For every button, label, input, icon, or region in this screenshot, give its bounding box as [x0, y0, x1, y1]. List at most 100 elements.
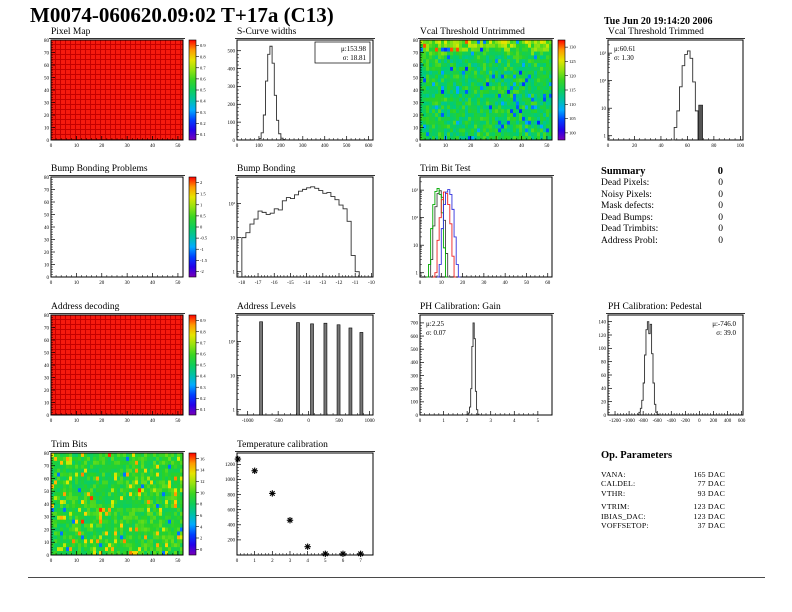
- svg-text:10: 10: [413, 244, 419, 249]
- svg-text:100: 100: [599, 347, 607, 352]
- svg-text:20: 20: [44, 528, 50, 533]
- svg-text:40: 40: [413, 89, 419, 94]
- svg-text:30: 30: [44, 376, 50, 381]
- ph-pedestal-stat-mean: μ:-746.0: [712, 320, 736, 328]
- trim-bits-plot: 0 10 20 30 40 5001020304050607080161412108642…: [44, 452, 205, 564]
- svg-text:20: 20: [44, 251, 50, 256]
- svg-text:0.7: 0.7: [200, 65, 206, 70]
- svg-text:-1000: -1000: [623, 419, 635, 424]
- svg-text:10: 10: [439, 281, 445, 286]
- op-parameters-rows: VANA: 165 DAC CALDEL: 77 DAC VTHR: 93 DAC VTRI…: [601, 470, 725, 530]
- svg-text:20: 20: [44, 389, 50, 394]
- svg-text:1000: 1000: [225, 478, 236, 483]
- svg-text:10: 10: [601, 107, 607, 112]
- svg-text:0.1: 0.1: [200, 132, 206, 137]
- svg-text:20: 20: [44, 114, 50, 119]
- svg-text:0: 0: [698, 419, 701, 424]
- ph-pedestal-title: PH Calibration: Pedestal: [606, 302, 745, 314]
- svg-text:0.4: 0.4: [200, 99, 206, 104]
- svg-text:40: 40: [658, 144, 664, 149]
- svg-text:100: 100: [737, 144, 745, 149]
- svg-text:2: 2: [271, 559, 274, 564]
- summary-total: 0: [717, 166, 723, 177]
- svg-text:0: 0: [604, 414, 607, 419]
- summary-row-value: 0: [718, 212, 723, 223]
- svg-text:1: 1: [416, 272, 419, 277]
- op-parameter-label: VANA:: [601, 470, 626, 479]
- summary-row-value: 0: [718, 235, 723, 246]
- svg-text:20: 20: [99, 419, 105, 424]
- svg-text:500: 500: [343, 144, 351, 149]
- svg-text:0.6: 0.6: [200, 351, 206, 356]
- ph-pedestal-stat-sigma: σ: 39.0: [716, 329, 736, 337]
- svg-text:1: 1: [200, 202, 202, 207]
- svg-text:500: 500: [411, 348, 419, 353]
- svg-text:500: 500: [335, 419, 343, 424]
- svg-text:500: 500: [228, 50, 236, 55]
- svg-text:-18: -18: [239, 281, 246, 286]
- svg-text:400: 400: [724, 419, 732, 424]
- svg-text:800: 800: [228, 493, 236, 498]
- bump-bonding-title: Bump Bonding: [235, 164, 375, 176]
- svg-text:40: 40: [601, 387, 607, 392]
- bump-problems-title: Bump Bonding Problems: [49, 164, 185, 176]
- ph-gain-plot: 0 1 2 3 4 5 0 100 200 300 400 500 600 700 μ:2.25σ: 0.0…: [411, 314, 553, 424]
- svg-text:80: 80: [44, 314, 50, 319]
- summary-row-value: 0: [718, 178, 723, 188]
- svg-text:30: 30: [494, 144, 500, 149]
- address-decoding-plot: 0 10 20 30 40 50 0 10 20 30 40 50 60 70 80 0.9 0.8 0.7 0.6…: [44, 314, 206, 424]
- svg-text:-600: -600: [653, 419, 663, 424]
- svg-text:30: 30: [44, 238, 50, 243]
- svg-text:30: 30: [125, 559, 130, 564]
- svg-text:100: 100: [255, 144, 263, 149]
- svg-text:10³: 10³: [412, 188, 419, 194]
- svg-text:14: 14: [200, 468, 205, 473]
- svg-text:140: 140: [599, 320, 607, 325]
- svg-text:10³: 10³: [600, 51, 607, 57]
- svg-text:40: 40: [150, 281, 156, 286]
- op-parameter-value: 123 DAC: [693, 502, 725, 512]
- svg-text:10: 10: [44, 126, 50, 131]
- svg-text:0: 0: [419, 281, 422, 286]
- svg-text:60: 60: [44, 339, 50, 344]
- svg-text:-1.5: -1.5: [200, 258, 208, 263]
- svg-text:120: 120: [599, 334, 607, 339]
- summary-row-value: 0: [718, 189, 723, 200]
- svg-text:0.6: 0.6: [200, 76, 206, 81]
- op-parameter-row: VANA: 165 DAC: [601, 470, 725, 479]
- svg-text:30: 30: [125, 419, 130, 424]
- svg-text:40: 40: [519, 144, 525, 149]
- svg-text:400: 400: [228, 67, 236, 72]
- svg-text:50: 50: [544, 144, 550, 149]
- op-parameter-label: CALDEL:: [601, 479, 636, 489]
- svg-text:-12: -12: [336, 281, 343, 286]
- svg-text:700: 700: [411, 322, 419, 327]
- svg-text:0: 0: [233, 139, 236, 144]
- svg-text:0.9: 0.9: [200, 318, 206, 323]
- svg-text:0.3: 0.3: [200, 385, 206, 390]
- svg-text:0.2: 0.2: [200, 121, 206, 126]
- svg-text:20: 20: [99, 281, 105, 286]
- op-parameter-value: 123 DAC: [693, 511, 725, 521]
- svg-text:40: 40: [44, 503, 50, 508]
- svg-text:-10: -10: [368, 281, 375, 286]
- svg-text:60: 60: [44, 64, 50, 69]
- svg-text:0: 0: [607, 144, 610, 149]
- svg-text:0: 0: [307, 419, 310, 424]
- summary-row: Noisy Pixels: 0: [601, 190, 723, 202]
- op-parameter-value: 77 DAC: [697, 479, 725, 489]
- svg-text:10: 10: [74, 144, 80, 149]
- svg-text:2: 2: [200, 180, 202, 185]
- svg-text:-200: -200: [681, 419, 691, 424]
- svg-text:10: 10: [230, 374, 236, 379]
- svg-text:110: 110: [569, 102, 576, 107]
- svg-text:300: 300: [411, 374, 419, 379]
- svg-text:50: 50: [175, 419, 181, 424]
- svg-text:200: 200: [277, 144, 285, 149]
- svg-text:10: 10: [44, 541, 50, 546]
- trim-bits-title: Trim Bits: [49, 440, 185, 452]
- svg-text:400: 400: [321, 144, 329, 149]
- address-decoding-map: [51, 315, 183, 415]
- summary-rows: Dead Pixels: 0 Noisy Pixels: 0 Mask defects:…: [601, 178, 723, 248]
- svg-text:300: 300: [228, 85, 236, 90]
